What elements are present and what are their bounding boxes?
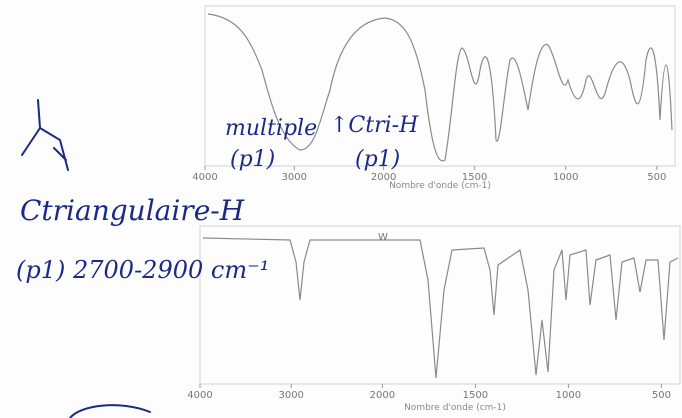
spectrum-trace (203, 238, 678, 378)
note: Ctriangulaire-H (20, 194, 245, 227)
note: (p1) (355, 147, 400, 172)
note: (p1) 2700-2900 cm⁻¹ (16, 256, 269, 284)
x-axis-label: Nombre d'onde (cm-1) (389, 181, 491, 191)
x-tick-label: 1000 (553, 172, 578, 183)
x-tick-label: 4000 (187, 390, 212, 401)
x-axis-label: Nombre d'onde (cm-1) (404, 403, 506, 413)
note: (p1) (230, 147, 275, 172)
note: multiple (225, 116, 317, 141)
sketch (70, 405, 150, 418)
spectrum-marker: W (378, 232, 388, 243)
x-tick-label: 3000 (282, 172, 307, 183)
x-tick-label: 500 (647, 172, 666, 183)
x-tick-label: 1000 (556, 390, 581, 401)
spectrum-frame (205, 6, 675, 166)
note: ↑Ctri-H (330, 113, 419, 138)
x-tick-label: 500 (652, 390, 671, 401)
photo: 4000300020001500100050040003000200015001… (0, 0, 682, 418)
page: 4000300020001500100050040003000200015001… (0, 0, 682, 418)
spectrum-frame (200, 226, 680, 384)
x-tick-label: 2000 (370, 390, 395, 401)
x-tick-label: 1500 (463, 390, 488, 401)
sketch (22, 100, 68, 170)
x-tick-label: 4000 (192, 172, 217, 183)
x-tick-label: 3000 (278, 390, 303, 401)
